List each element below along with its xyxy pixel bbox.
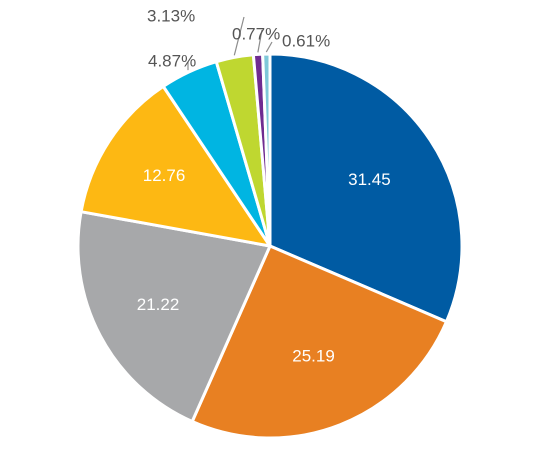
slice-label-outside: 0.61% (282, 31, 330, 50)
slice-label: 31.45 (348, 170, 391, 189)
slice-label-outside: 3.13% (147, 6, 195, 25)
slice-label: 12.76 (143, 166, 186, 185)
leader-line (257, 29, 263, 53)
pie-slice (79, 84, 272, 248)
leader-line (233, 16, 245, 56)
pie-slice (261, 52, 272, 248)
pie-slice (190, 244, 448, 440)
slice-label: 25.19 (292, 346, 335, 365)
slice-label-outside: 4.87% (148, 51, 196, 70)
leader-line (265, 41, 273, 53)
slice-label-outside: 0.77% (232, 24, 280, 43)
pie-slice (268, 52, 464, 324)
pie-slice (76, 210, 272, 424)
slice-label: 21.22 (137, 295, 180, 314)
